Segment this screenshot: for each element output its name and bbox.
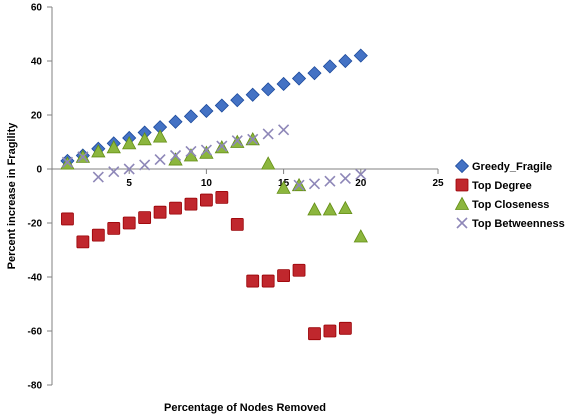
data-point-top-betweenness	[139, 159, 151, 171]
data-point-top-betweenness	[231, 135, 243, 147]
data-point-top-betweenness	[308, 178, 321, 190]
data-point-top-closeness	[152, 129, 168, 143]
data-point-top-closeness	[91, 144, 106, 158]
data-point-top-degree	[122, 216, 136, 230]
data-point-top-degree	[169, 201, 182, 215]
legend: Greedy_Fragile Top Degree Top Closeness Top…	[454, 158, 565, 230]
data-point-top-closeness	[260, 156, 276, 170]
data-point-top-betweenness	[262, 128, 274, 140]
data-point-top-betweenness	[77, 151, 89, 163]
data-point-greedy-fragile	[199, 103, 214, 119]
legend-item-top-closeness: Top Closeness	[454, 196, 549, 211]
series-top-degree	[61, 190, 352, 341]
y-tick-label: -40	[28, 273, 43, 284]
data-point-top-closeness	[338, 200, 353, 215]
data-point-top-betweenness	[278, 124, 290, 136]
x-tick-label: 20	[355, 178, 367, 189]
legend-item-top-degree: Top Degree	[455, 178, 532, 192]
data-point-top-betweenness	[339, 172, 351, 185]
y-tick-label: 40	[31, 57, 43, 68]
data-point-top-degree	[184, 197, 198, 211]
data-point-greedy-fragile	[245, 87, 260, 102]
data-point-greedy-fragile	[291, 71, 307, 86]
data-point-top-degree	[91, 228, 105, 242]
x-tick-label: 25	[432, 178, 444, 189]
data-point-greedy-fragile	[353, 48, 368, 63]
legend-marker-top-degree	[455, 178, 469, 192]
data-point-top-degree	[323, 324, 337, 338]
data-point-top-degree	[230, 217, 244, 231]
data-point-top-betweenness	[293, 179, 305, 191]
data-point-top-betweenness	[200, 144, 212, 156]
y-tick-label: 20	[31, 111, 43, 122]
axes: -80-60-40-200204060510152025	[28, 3, 444, 392]
data-point-top-degree	[261, 274, 275, 288]
data-point-top-betweenness	[216, 140, 228, 152]
data-point-top-betweenness	[169, 149, 182, 162]
data-point-greedy-fragile	[338, 53, 353, 69]
data-point-greedy-fragile	[307, 66, 322, 81]
y-tick-label: -60	[28, 327, 43, 338]
data-point-top-closeness	[276, 180, 291, 194]
legend-item-greedy-fragile: Greedy_Fragile	[454, 158, 552, 174]
y-tick-label: -20	[28, 219, 43, 230]
data-point-top-degree	[308, 327, 321, 341]
legend-marker-top-closeness	[454, 196, 470, 210]
data-point-top-degree	[153, 205, 167, 219]
y-tick-label: -80	[28, 381, 43, 392]
data-point-greedy-fragile	[214, 98, 229, 113]
data-point-top-degree	[199, 193, 213, 207]
data-point-top-betweenness	[154, 153, 166, 166]
data-point-top-betweenness	[61, 156, 74, 168]
legend-label-greedy-fragile: Greedy_Fragile	[472, 161, 552, 173]
legend-label-top-closeness: Top Closeness	[472, 199, 549, 211]
x-tick-label: 5	[126, 178, 132, 189]
data-point-greedy-fragile	[276, 76, 291, 92]
data-point-top-degree	[292, 263, 306, 277]
legend-label-top-betweenness: Top Betweenness	[472, 218, 565, 230]
data-point-top-betweenness	[123, 163, 135, 175]
data-point-greedy-fragile	[168, 114, 183, 129]
data-point-greedy-fragile	[261, 82, 276, 97]
data-point-top-degree	[338, 321, 352, 335]
data-point-top-degree	[277, 269, 291, 283]
legend-marker-greedy-fragile	[454, 158, 470, 174]
data-point-top-betweenness	[324, 175, 336, 187]
data-point-top-degree	[107, 221, 121, 235]
data-point-greedy-fragile	[230, 93, 245, 108]
data-point-top-degree	[246, 274, 260, 288]
data-point-top-degree	[215, 190, 229, 204]
legend-item-top-betweenness: Top Betweenness	[456, 217, 565, 230]
y-axis-title: Percent increase in Fragility	[6, 122, 18, 270]
data-point-top-closeness	[307, 202, 322, 216]
series-top-betweenness	[61, 124, 367, 191]
x-axis-title: Percentage of Nodes Removed	[164, 402, 326, 414]
data-point-top-betweenness	[92, 171, 104, 183]
data-point-top-degree	[76, 235, 90, 249]
data-point-top-betweenness	[185, 145, 197, 158]
y-tick-label: 60	[31, 3, 43, 14]
data-point-top-betweenness	[355, 168, 367, 180]
data-point-top-closeness	[137, 131, 152, 146]
data-point-top-closeness	[122, 136, 137, 150]
legend-label-top-degree: Top Degree	[472, 180, 532, 192]
data-point-top-closeness	[106, 140, 121, 154]
data-point-top-degree	[138, 211, 152, 225]
x-tick-label: 10	[201, 178, 213, 189]
data-point-top-betweenness	[247, 133, 259, 145]
data-point-greedy-fragile	[322, 59, 337, 74]
y-tick-label: 0	[36, 165, 42, 176]
legend-marker-top-betweenness	[456, 217, 468, 229]
data-point-top-betweenness	[108, 166, 120, 178]
data-points	[60, 48, 368, 341]
data-point-top-closeness	[322, 202, 338, 216]
data-point-greedy-fragile	[183, 109, 199, 124]
data-point-top-closeness	[353, 229, 368, 243]
data-point-top-degree	[61, 212, 74, 226]
